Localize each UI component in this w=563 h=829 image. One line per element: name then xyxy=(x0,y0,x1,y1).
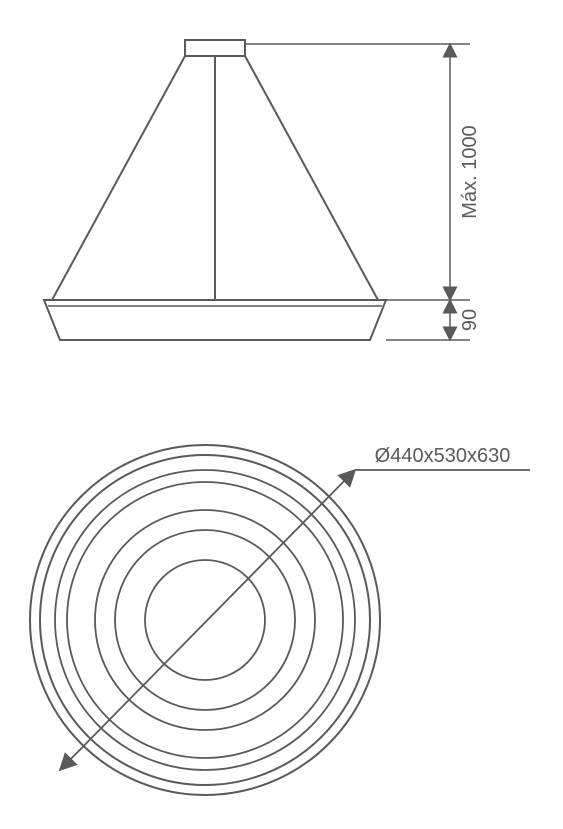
cable-left xyxy=(52,56,185,300)
dim-label-max-height: Máx. 1000 xyxy=(459,125,481,218)
cable-right xyxy=(245,56,378,300)
plan-ring xyxy=(115,530,295,710)
diameter-label: Ø440x530x630 xyxy=(375,445,511,467)
plan-ring xyxy=(145,560,265,680)
diameter-leader-diagonal xyxy=(60,470,355,770)
mount-plate xyxy=(185,40,245,56)
dim-label-body-height: 90 xyxy=(459,309,481,331)
